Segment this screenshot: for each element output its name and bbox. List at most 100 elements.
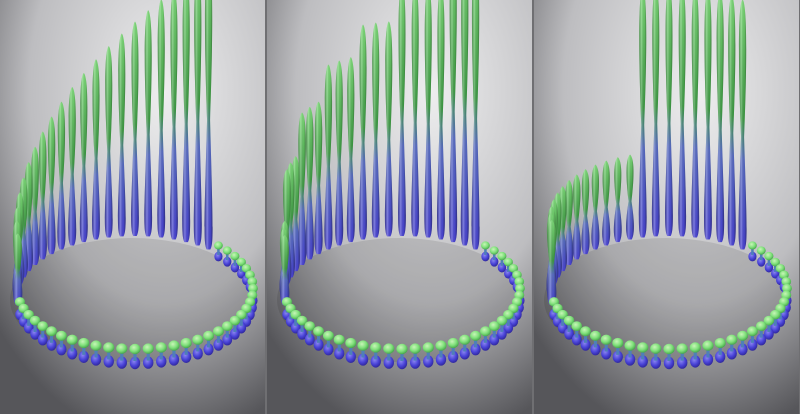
short-hourglass <box>213 326 224 351</box>
tall-stem <box>602 160 611 246</box>
short-hourglass <box>192 334 204 360</box>
tall-stem <box>371 22 380 238</box>
short-hourglass <box>637 342 649 368</box>
short-hourglass <box>702 340 714 366</box>
short-hourglass <box>55 330 67 356</box>
short-hourglass <box>322 330 334 356</box>
panel-middle-render <box>267 0 532 414</box>
short-hourglass <box>447 337 459 363</box>
short-hourglass <box>481 241 490 262</box>
short-hourglass <box>459 334 471 360</box>
short-hourglass <box>748 241 757 262</box>
short-hourglass <box>155 342 167 368</box>
short-hourglass <box>345 337 357 363</box>
tall-stem <box>346 57 355 243</box>
tall-stem <box>92 59 100 240</box>
tall-stem <box>47 116 56 255</box>
short-hourglass <box>563 315 575 340</box>
short-hourglass <box>222 246 232 267</box>
short-hourglass <box>296 315 308 340</box>
tall-stem <box>117 33 126 237</box>
tall-stem <box>157 0 166 238</box>
tall-stem <box>460 0 469 246</box>
tall-stem <box>104 46 113 238</box>
short-hourglass <box>357 340 369 366</box>
tall-stem <box>79 72 88 243</box>
panel-right <box>534 0 799 414</box>
short-hourglass <box>180 337 192 363</box>
panel-left <box>0 0 265 414</box>
short-hourglass <box>624 340 636 366</box>
short-hourglass <box>313 326 324 351</box>
short-hourglass <box>663 343 675 370</box>
short-hourglass <box>29 315 41 340</box>
short-hourglass <box>600 334 612 360</box>
tall-stem <box>305 106 314 260</box>
short-hourglass <box>489 246 499 267</box>
tall-stem <box>57 101 66 250</box>
short-hourglass <box>497 251 507 273</box>
tall-stem <box>38 131 47 260</box>
short-hourglass <box>333 334 345 360</box>
tall-stem <box>297 112 307 266</box>
tall-stem <box>182 0 191 243</box>
short-hourglass <box>755 321 767 346</box>
panel-middle <box>267 0 532 414</box>
short-hourglass <box>304 321 316 346</box>
tall-stem <box>626 154 634 240</box>
short-hourglass <box>612 337 624 363</box>
short-hourglass <box>580 326 591 351</box>
panel-right-render <box>534 0 799 414</box>
tall-stem <box>449 0 458 243</box>
short-hourglass <box>370 342 382 368</box>
tall-stem <box>359 24 367 240</box>
short-hourglass <box>689 342 701 368</box>
tall-stem <box>324 64 333 250</box>
short-hourglass <box>571 321 583 346</box>
tall-stem <box>398 0 406 236</box>
short-hourglass <box>496 315 508 340</box>
short-hourglass <box>422 342 434 368</box>
tall-stem <box>564 180 574 266</box>
short-hourglass <box>168 340 180 366</box>
tall-stem <box>170 0 178 240</box>
short-hourglass <box>116 343 128 369</box>
tall-stem <box>437 0 445 240</box>
tall-stem <box>384 21 393 237</box>
tall-stem <box>581 169 590 255</box>
short-hourglass <box>396 343 408 370</box>
tall-stem <box>30 146 40 266</box>
short-hourglass <box>203 330 215 356</box>
short-hourglass <box>470 330 482 356</box>
short-hourglass <box>221 321 233 346</box>
short-hourglass <box>764 251 774 273</box>
tall-stem <box>424 0 433 238</box>
tall-stem <box>678 0 687 237</box>
tall-stem <box>144 10 153 237</box>
short-hourglass <box>435 340 447 366</box>
tall-stem <box>613 157 622 243</box>
short-hourglass <box>214 241 223 262</box>
short-hourglass <box>78 337 90 363</box>
short-hourglass <box>676 343 688 369</box>
tall-stem <box>411 0 420 237</box>
short-hourglass <box>37 321 49 346</box>
short-hourglass <box>129 343 141 370</box>
tall-stem <box>727 0 736 246</box>
short-hourglass <box>737 330 749 356</box>
tall-stem <box>68 87 77 246</box>
tall-stem <box>716 0 725 243</box>
short-hourglass <box>229 315 241 340</box>
tall-stem <box>691 0 700 238</box>
tall-stem <box>204 0 213 250</box>
tall-stem <box>591 164 600 250</box>
tall-stem <box>131 21 139 236</box>
short-hourglass <box>488 321 500 346</box>
short-hourglass <box>747 326 758 351</box>
tall-stem <box>572 174 581 260</box>
short-hourglass <box>763 315 775 340</box>
tall-stem <box>280 234 290 305</box>
short-hourglass <box>650 343 662 369</box>
short-hourglass <box>770 309 781 334</box>
